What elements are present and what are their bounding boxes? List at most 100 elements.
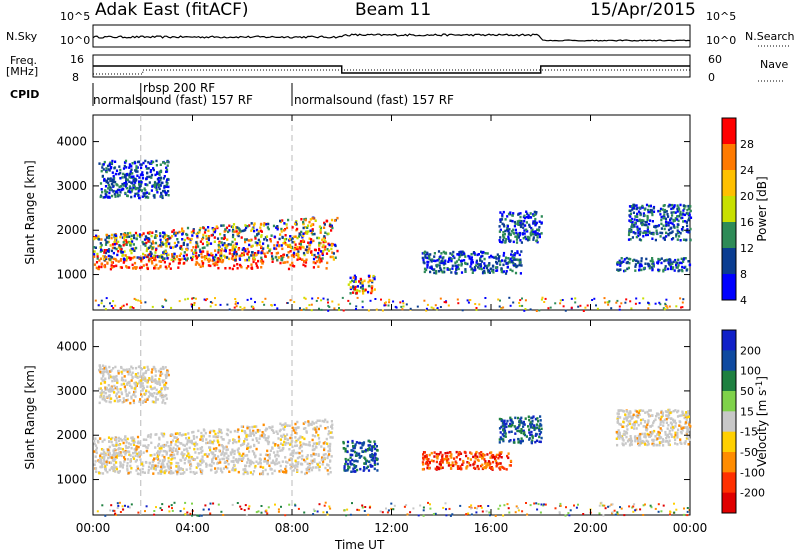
velocity-cell	[436, 465, 439, 469]
noise-cell	[445, 301, 448, 304]
power-cell	[540, 232, 543, 235]
velocity-cell	[123, 375, 126, 378]
power-cell	[246, 252, 249, 256]
velocity-cell	[121, 379, 125, 382]
noise-cell	[502, 514, 505, 517]
noise-cell	[247, 507, 250, 510]
power-cell	[349, 280, 352, 284]
power-cell	[141, 173, 144, 177]
velocity-cell	[210, 451, 213, 454]
power-cell	[628, 261, 631, 265]
power-cell	[298, 232, 301, 236]
power-cell	[133, 236, 136, 240]
power-cell	[293, 265, 296, 268]
velocity-cell	[374, 452, 377, 455]
power-cell	[517, 258, 520, 262]
velocity-cell	[474, 453, 477, 456]
velocity-cell	[126, 437, 129, 441]
power-cell	[145, 241, 148, 245]
noise-cell	[329, 507, 332, 510]
velocity-cell	[106, 470, 109, 474]
power-cell	[527, 216, 530, 219]
power-cell	[146, 231, 150, 235]
noise-cell	[109, 302, 111, 305]
noise-cell	[669, 513, 671, 516]
power-cell	[437, 270, 440, 273]
power-cell	[289, 243, 292, 247]
noise-cell	[432, 513, 435, 516]
power-cell	[256, 233, 259, 236]
power-cell	[151, 185, 154, 188]
power-cell	[634, 263, 637, 266]
velocity-cell	[484, 460, 487, 463]
power-cell	[492, 271, 495, 274]
velocity-cell	[528, 418, 531, 422]
velocity-cell	[99, 395, 102, 398]
power-cell	[149, 245, 152, 248]
power-cell	[627, 266, 630, 270]
power-cell	[287, 251, 290, 254]
velocity-cell	[120, 365, 123, 369]
velocity-cell	[329, 431, 332, 434]
power-cell	[150, 176, 153, 179]
noise-cell	[308, 304, 311, 307]
velocity-cell	[93, 439, 96, 443]
power-cell	[624, 269, 627, 272]
velocity-cell	[263, 434, 266, 437]
power-cell	[171, 253, 174, 256]
power-cell	[291, 264, 294, 267]
velocity-cell	[200, 472, 204, 475]
noise-cell	[337, 303, 340, 306]
velocity-cell	[129, 401, 132, 405]
noise-cell	[252, 307, 255, 310]
power-cell	[110, 249, 113, 253]
power-cell	[130, 234, 133, 238]
velocity-cell	[317, 453, 320, 456]
velocity-cell	[142, 464, 145, 467]
velocity-cell	[130, 385, 133, 389]
velocity-cell	[156, 451, 159, 455]
noise-cell	[363, 510, 366, 512]
velocity-cell	[142, 451, 145, 454]
velocity-cell	[209, 439, 212, 443]
velocity-cell	[365, 466, 368, 470]
velocity-cell	[311, 438, 314, 442]
power-cell	[683, 266, 686, 269]
power-cell	[220, 241, 223, 244]
noise-cell	[214, 297, 216, 300]
power-cell	[676, 261, 679, 265]
power-cell	[314, 261, 317, 265]
velocity-cell	[363, 466, 366, 469]
power-cell	[355, 292, 358, 295]
velocity-cell	[287, 441, 290, 445]
velocity-cell	[139, 383, 142, 386]
power-cell	[104, 251, 108, 255]
power-cell	[306, 232, 309, 235]
velocity-cell	[109, 370, 112, 373]
power-cell	[249, 239, 252, 242]
power-cell	[460, 271, 464, 274]
velocity-cell	[503, 467, 506, 470]
power-cell	[262, 242, 265, 245]
velocity-cell	[292, 464, 295, 467]
power-cell	[632, 231, 635, 234]
power-cell	[670, 231, 673, 234]
power-cell	[103, 177, 106, 181]
power-cell	[147, 240, 150, 243]
power-cell	[131, 172, 134, 175]
power-cell	[319, 231, 322, 234]
velocity-cell	[252, 461, 255, 465]
velocity-cell	[261, 472, 265, 476]
velocity-cell	[148, 377, 151, 380]
noise-cell	[379, 510, 382, 513]
velocity-cell	[315, 442, 318, 445]
noise-cell	[569, 509, 572, 512]
velocity-cell	[120, 439, 124, 442]
noise-cell	[367, 309, 370, 312]
power-cell	[662, 224, 665, 227]
power-cell	[143, 192, 146, 196]
noise-cell	[610, 307, 613, 310]
velocity-cell	[260, 434, 263, 437]
noise-cell	[422, 509, 425, 512]
noise-cell	[425, 309, 428, 312]
